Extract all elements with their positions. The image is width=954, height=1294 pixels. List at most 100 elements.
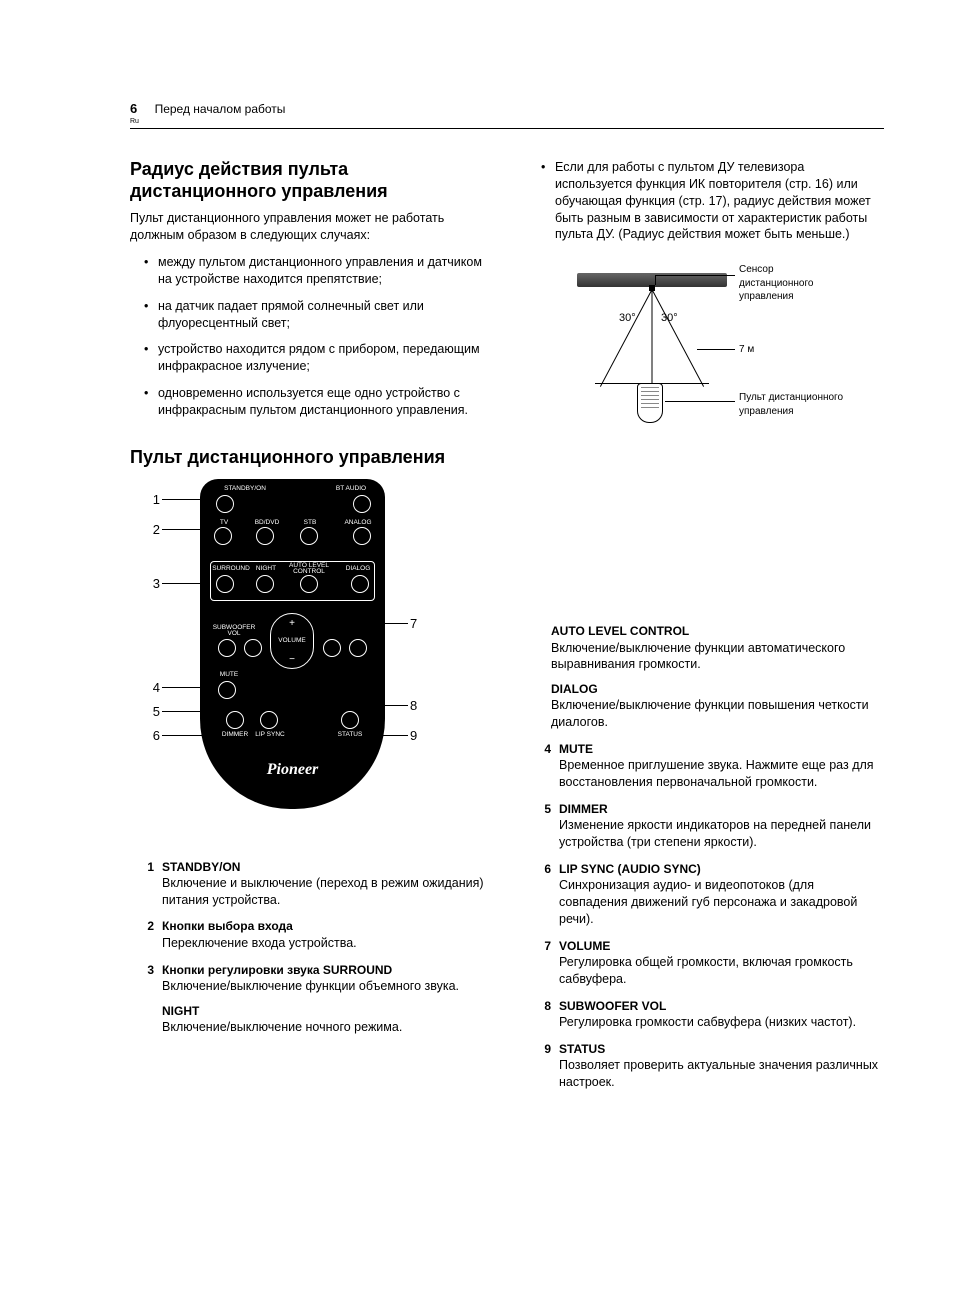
sub-minus	[244, 639, 262, 657]
btn-label: DIMMER	[216, 731, 254, 740]
btn-label: VOLUME	[270, 637, 314, 646]
desc-text: Включение/выключение функции объемного з…	[162, 978, 487, 995]
callout-5: 5	[140, 703, 160, 721]
plus-icon: +	[270, 617, 314, 631]
desc-item: 6 LIP SYNC (AUDIO SYNC)Синхронизация ауд…	[533, 861, 884, 928]
desc-item: 1 STANDBY/ON Включение и выключение (пер…	[136, 859, 487, 909]
btn-label: BD/DVD	[250, 519, 284, 528]
section2-title: Пульт дистанционного управления	[130, 447, 487, 469]
spacer	[527, 463, 884, 623]
desc-sub: DIALOG Включение/выключение функции повы…	[551, 681, 884, 731]
stb-button	[300, 527, 318, 545]
desc-sub-title: DIALOG	[551, 681, 884, 697]
remote-diagram: 1 2 3 4 5 6 7 8 9	[140, 479, 440, 839]
btn-label: STATUS	[331, 731, 369, 740]
btn-label: ANALOG	[341, 519, 375, 528]
cone-left	[600, 290, 653, 388]
alc-button	[300, 575, 318, 593]
distance-label: 7 м	[739, 343, 754, 357]
callout-2: 2	[140, 521, 160, 539]
mute-button	[218, 681, 236, 699]
analog-button	[353, 527, 371, 545]
brand-logo: Pioneer	[200, 759, 385, 781]
cone-right	[652, 290, 705, 388]
callout-6: 6	[140, 727, 160, 745]
callout-3: 3	[140, 575, 160, 593]
callout-9: 9	[410, 727, 417, 745]
desc-item: 8 SUBWOOFER VOLРегулировка громкости саб…	[533, 998, 884, 1031]
desc-item: 7 VOLUMEРегулировка общей громкости, вкл…	[533, 938, 884, 988]
range-diagram: Сенсор дистанционного управления 30° 30°…	[547, 263, 847, 443]
bullet-item: между пультом дистанционного управления …	[144, 254, 487, 288]
bullet-item: на датчик падает прямой солнечный свет и…	[144, 298, 487, 332]
cone-center	[652, 290, 653, 390]
desc-item: 9 STATUSПозволяет проверить актуальные з…	[533, 1041, 884, 1091]
bddvd-button	[256, 527, 274, 545]
desc-sub-title: NIGHT	[162, 1003, 487, 1019]
callout-4: 4	[140, 679, 160, 697]
section2: Пульт дистанционного управления 1 2 3 4 …	[130, 447, 487, 1036]
btn-label: STANDBY/ON	[220, 485, 270, 494]
btn-label: BT AUDIO	[331, 485, 371, 494]
sub-plus	[218, 639, 236, 657]
desc-text: Позволяет проверить актуальные значения …	[559, 1057, 884, 1091]
section1-title: Радиус действия пульта дистанционного уп…	[130, 159, 487, 202]
desc-title: SUBWOOFER VOL	[559, 998, 884, 1014]
desc-item: 2 Кнопки выбора входа Переключение входа…	[136, 918, 487, 951]
bullet-item: одновременно используется еще одно устро…	[144, 385, 487, 419]
desc-title: Кнопки регулировки звука SURROUND	[162, 962, 487, 978]
dist-leader	[697, 349, 735, 350]
header-section: Перед началом работы	[155, 102, 286, 116]
btn-label: AUTO LEVEL CONTROL	[286, 563, 332, 576]
desc-text: Включение/выключение функции автоматичес…	[551, 640, 884, 674]
page-header: 6 Перед началом работы Ru	[130, 100, 884, 129]
desc-list-right: AUTO LEVEL CONTROL Включение/выключение …	[533, 623, 884, 1091]
desc-title: LIP SYNC (AUDIO SYNC)	[559, 861, 884, 877]
bullet-item: Если для работы с пультом ДУ телевизора …	[541, 159, 884, 243]
bt-button	[353, 495, 371, 513]
desc-title: MUTE	[559, 741, 884, 757]
desc-text: Включение и выключение (переход в режим …	[162, 875, 487, 909]
status-button	[341, 711, 359, 729]
btn-label: STB	[298, 519, 322, 528]
desc-text: Изменение яркости индикаторов на передне…	[559, 817, 884, 851]
desc-title: STATUS	[559, 1041, 884, 1057]
surround-button	[216, 575, 234, 593]
btn-label: SUBWOOFER VOL	[210, 625, 258, 638]
desc-title: AUTO LEVEL CONTROL	[551, 623, 884, 639]
angle-left: 30°	[619, 311, 636, 326]
page-number: 6	[130, 101, 137, 116]
columns: Радиус действия пульта дистанционного уп…	[130, 159, 884, 1101]
remote-body: STANDBY/ON BT AUDIO TV BD/DVD STB ANALOG	[200, 479, 385, 809]
left-column: Радиус действия пульта дистанционного уп…	[130, 159, 487, 1101]
desc-item: 3 Кнопки регулировки звука SURROUND Вклю…	[136, 962, 487, 1036]
angle-right: 30°	[661, 311, 678, 326]
section1-bullets: между пультом дистанционного управления …	[130, 254, 487, 419]
header-lang: Ru	[130, 117, 884, 126]
desc-title: STANDBY/ON	[162, 859, 487, 875]
right-column: Если для работы с пультом ДУ телевизора …	[527, 159, 884, 1101]
dimmer-button	[226, 711, 244, 729]
desc-text: Регулировка громкости сабвуфера (низких …	[559, 1014, 884, 1031]
remote-label: Пульт дистанционного управления	[739, 391, 849, 418]
section1-intro: Пульт дистанционного управления может не…	[130, 210, 487, 244]
sensor-label: Сенсор дистанционного управления	[739, 263, 839, 304]
desc-text: Временное приглушение звука. Нажмите еще…	[559, 757, 884, 791]
btn-label: TV	[214, 519, 234, 528]
sensor-leader	[655, 275, 656, 285]
desc-list-left: 1 STANDBY/ON Включение и выключение (пер…	[136, 859, 487, 1036]
btn-label: NIGHT	[252, 565, 280, 574]
desc-sub: NIGHT Включение/выключение ночного режим…	[162, 1003, 487, 1036]
callout-8: 8	[410, 697, 417, 715]
bullet-item: устройство находится рядом с прибором, п…	[144, 341, 487, 375]
desc-sub-text: Включение/выключение функции повышения ч…	[551, 697, 884, 731]
callout-7: 7	[410, 615, 417, 633]
btn-label: SURROUND	[210, 565, 252, 574]
desc-sub-text: Включение/выключение ночного режима.	[162, 1019, 487, 1036]
btn-label: LIP SYNC	[250, 731, 290, 740]
standby-button	[216, 495, 234, 513]
desc-text: Регулировка общей громкости, включая гро…	[559, 954, 884, 988]
callout-1: 1	[140, 491, 160, 509]
desc-item: AUTO LEVEL CONTROL Включение/выключение …	[551, 623, 884, 731]
night-button	[256, 575, 274, 593]
